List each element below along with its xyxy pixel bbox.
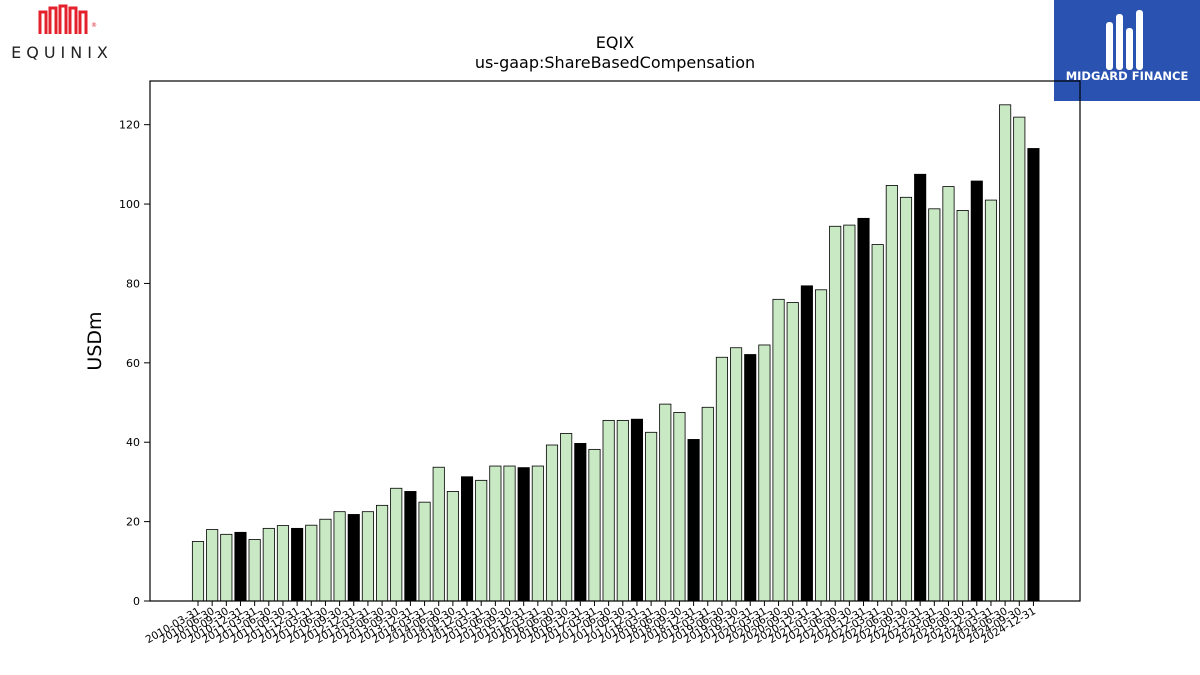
bar [744, 354, 757, 602]
bar [376, 504, 389, 602]
y-tick-label: 20 [126, 516, 140, 529]
bar [687, 439, 700, 602]
chart-title: EQIX [596, 33, 634, 52]
chart-subtitle: us-gaap:ShareBasedCompensation [475, 53, 755, 72]
bar [857, 217, 870, 602]
bar [914, 173, 927, 602]
bar [574, 443, 587, 602]
y-tick-label: 60 [126, 357, 140, 370]
bar [588, 448, 601, 602]
bar [432, 466, 445, 602]
bar [333, 511, 346, 602]
svg-text:®: ® [91, 22, 97, 29]
midgard-finance-logo: MIDGARD FINANCE [1054, 0, 1200, 101]
bar [659, 403, 672, 602]
plot-frame [149, 80, 1081, 602]
bar [390, 487, 403, 602]
bar [262, 527, 275, 602]
bar [616, 419, 629, 602]
midgard-logo-mark: MIDGARD FINANCE [1066, 10, 1189, 83]
equinix-logo-text: EQUINIX [11, 43, 113, 62]
y-tick-label: 0 [133, 595, 140, 608]
bar [560, 433, 573, 602]
bar [730, 347, 743, 602]
bar [829, 225, 842, 602]
bar [291, 527, 304, 602]
bar [503, 465, 516, 602]
bar [814, 289, 828, 602]
bar [871, 244, 884, 602]
bar [475, 479, 488, 602]
bar [942, 186, 955, 602]
y-tick-label: 80 [126, 277, 140, 290]
equinix-logo: ® EQUINIX [0, 0, 130, 70]
bar [418, 501, 431, 602]
y-tick-label: 120 [119, 119, 140, 132]
bar [843, 224, 856, 602]
bar [446, 491, 459, 602]
bar-series [191, 104, 1040, 602]
bar [928, 208, 941, 602]
bar [885, 184, 898, 602]
bar [206, 529, 219, 602]
bar [234, 531, 247, 602]
midgard-logo-text: MIDGARD FINANCE [1066, 69, 1189, 83]
bar [545, 444, 559, 602]
bar [305, 524, 318, 602]
bar [319, 518, 332, 602]
bar [673, 412, 686, 602]
bar [517, 467, 530, 602]
y-tick-label: 40 [126, 436, 140, 449]
bar [772, 298, 785, 602]
bar [531, 465, 544, 602]
bar [715, 356, 728, 602]
bar [602, 419, 615, 602]
bar [1013, 116, 1026, 602]
bar [899, 196, 913, 602]
bar [404, 491, 417, 602]
bar [489, 465, 502, 602]
bar [984, 199, 998, 602]
bar [800, 285, 813, 602]
equinix-logo-mark: ® EQUINIX [11, 4, 113, 62]
bar [701, 406, 714, 602]
bar [460, 476, 474, 602]
bar [1027, 148, 1040, 602]
y-axis: 0 20 40 60 80 100 120 [119, 119, 150, 608]
bar [347, 514, 360, 602]
bar [630, 418, 644, 602]
bar [956, 210, 969, 602]
y-tick-label: 100 [119, 198, 140, 211]
bar [970, 180, 983, 602]
bar [220, 533, 233, 602]
x-axis: 2010-03-312010-06-302010-09-302010-12-31… [144, 601, 1038, 646]
bar [248, 539, 261, 602]
bar [786, 302, 799, 602]
bar [276, 525, 290, 602]
bar [645, 431, 658, 602]
bar [191, 541, 205, 602]
bar [758, 344, 771, 602]
bar [361, 511, 374, 602]
y-axis-label: USDm [84, 311, 106, 370]
bar [999, 104, 1012, 602]
